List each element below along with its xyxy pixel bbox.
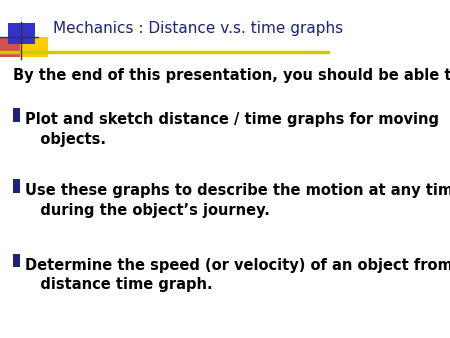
FancyBboxPatch shape bbox=[8, 24, 35, 44]
Text: Mechanics : Distance v.s. time graphs: Mechanics : Distance v.s. time graphs bbox=[53, 21, 343, 36]
FancyBboxPatch shape bbox=[0, 37, 22, 57]
FancyBboxPatch shape bbox=[20, 37, 48, 57]
Text: Use these graphs to describe the motion at any time
   during the object’s journ: Use these graphs to describe the motion … bbox=[25, 183, 450, 218]
FancyBboxPatch shape bbox=[13, 108, 20, 122]
Text: By the end of this presentation, you should be able to:: By the end of this presentation, you sho… bbox=[13, 68, 450, 82]
FancyBboxPatch shape bbox=[13, 179, 20, 193]
Text: Determine the speed (or velocity) of an object from a
   distance time graph.: Determine the speed (or velocity) of an … bbox=[25, 258, 450, 292]
FancyBboxPatch shape bbox=[13, 254, 20, 267]
Text: Plot and sketch distance / time graphs for moving
   objects.: Plot and sketch distance / time graphs f… bbox=[25, 112, 439, 147]
